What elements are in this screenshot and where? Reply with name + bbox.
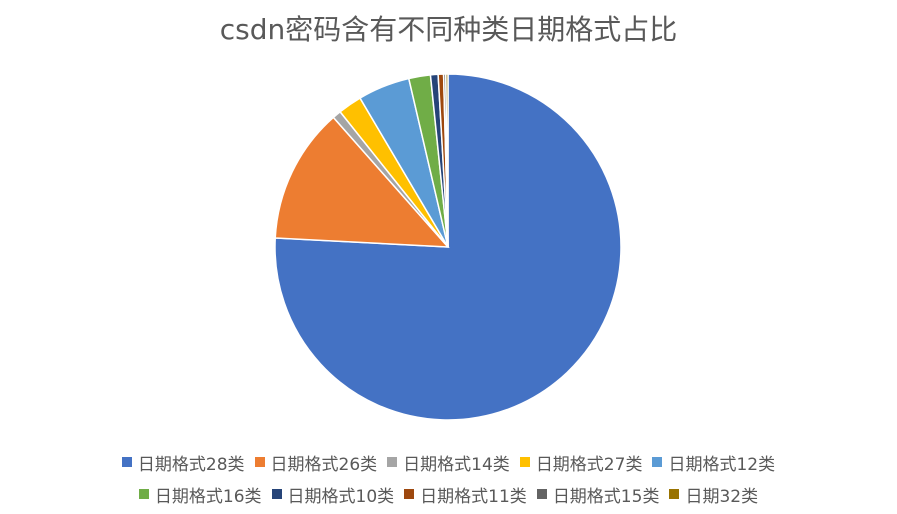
pie-chart: [274, 73, 622, 421]
legend-label: 日期格式10类: [287, 486, 395, 507]
pie-slice: [274, 116, 450, 248]
legend-label: 日期格式26类: [270, 454, 378, 475]
legend-swatch: [271, 489, 282, 499]
legend-label: 日期格式16类: [154, 486, 262, 507]
legend-swatch: [669, 489, 680, 499]
legend-item: 日期格式15类: [536, 482, 660, 507]
legend-label: 日期格式11类: [420, 486, 527, 507]
chart-title: csdn密码含有不同种类日期格式占比: [219, 13, 678, 46]
legend-swatch: [652, 457, 663, 467]
legend-item: 日期格式11类: [404, 482, 527, 507]
legend-swatch: [387, 457, 398, 467]
legend-row: 日期格式28类 日期格式26类 日期格式14类 日期格式27类 日期格式12类: [0, 446, 897, 478]
legend-item: 日期格式12类: [652, 450, 775, 475]
legend-row: 日期格式16类 日期格式10类 日期格式11类 日期格式15类 日期32类: [0, 478, 897, 510]
legend-label: 日期32类: [685, 486, 759, 507]
legend-label: 日期格式14类: [403, 454, 510, 475]
legend-swatch: [519, 457, 530, 467]
legend-item: 日期格式16类: [138, 482, 262, 507]
legend: 日期格式28类 日期格式26类 日期格式14类 日期格式27类 日期格式12类 日期格式…: [0, 446, 897, 510]
legend-label: 日期格式28类: [137, 454, 245, 475]
pie-slice: [445, 73, 449, 248]
legend-swatch: [404, 489, 415, 499]
legend-swatch: [254, 457, 265, 467]
legend-item: 日期格式28类: [121, 450, 245, 475]
legend-item: 日期32类: [669, 482, 758, 507]
legend-swatch: [121, 457, 132, 467]
pie-slices: [274, 73, 622, 421]
legend-item: 日期格式14类: [387, 450, 510, 475]
legend-item: 日期格式27类: [519, 450, 643, 475]
legend-swatch: [138, 489, 149, 499]
legend-label: 日期格式27类: [535, 454, 643, 475]
legend-label: 日期格式12类: [668, 454, 776, 475]
legend-item: 日期格式10类: [271, 482, 395, 507]
legend-item: 日期格式26类: [254, 450, 378, 475]
legend-label: 日期格式15类: [552, 486, 660, 507]
legend-swatch: [536, 489, 547, 499]
